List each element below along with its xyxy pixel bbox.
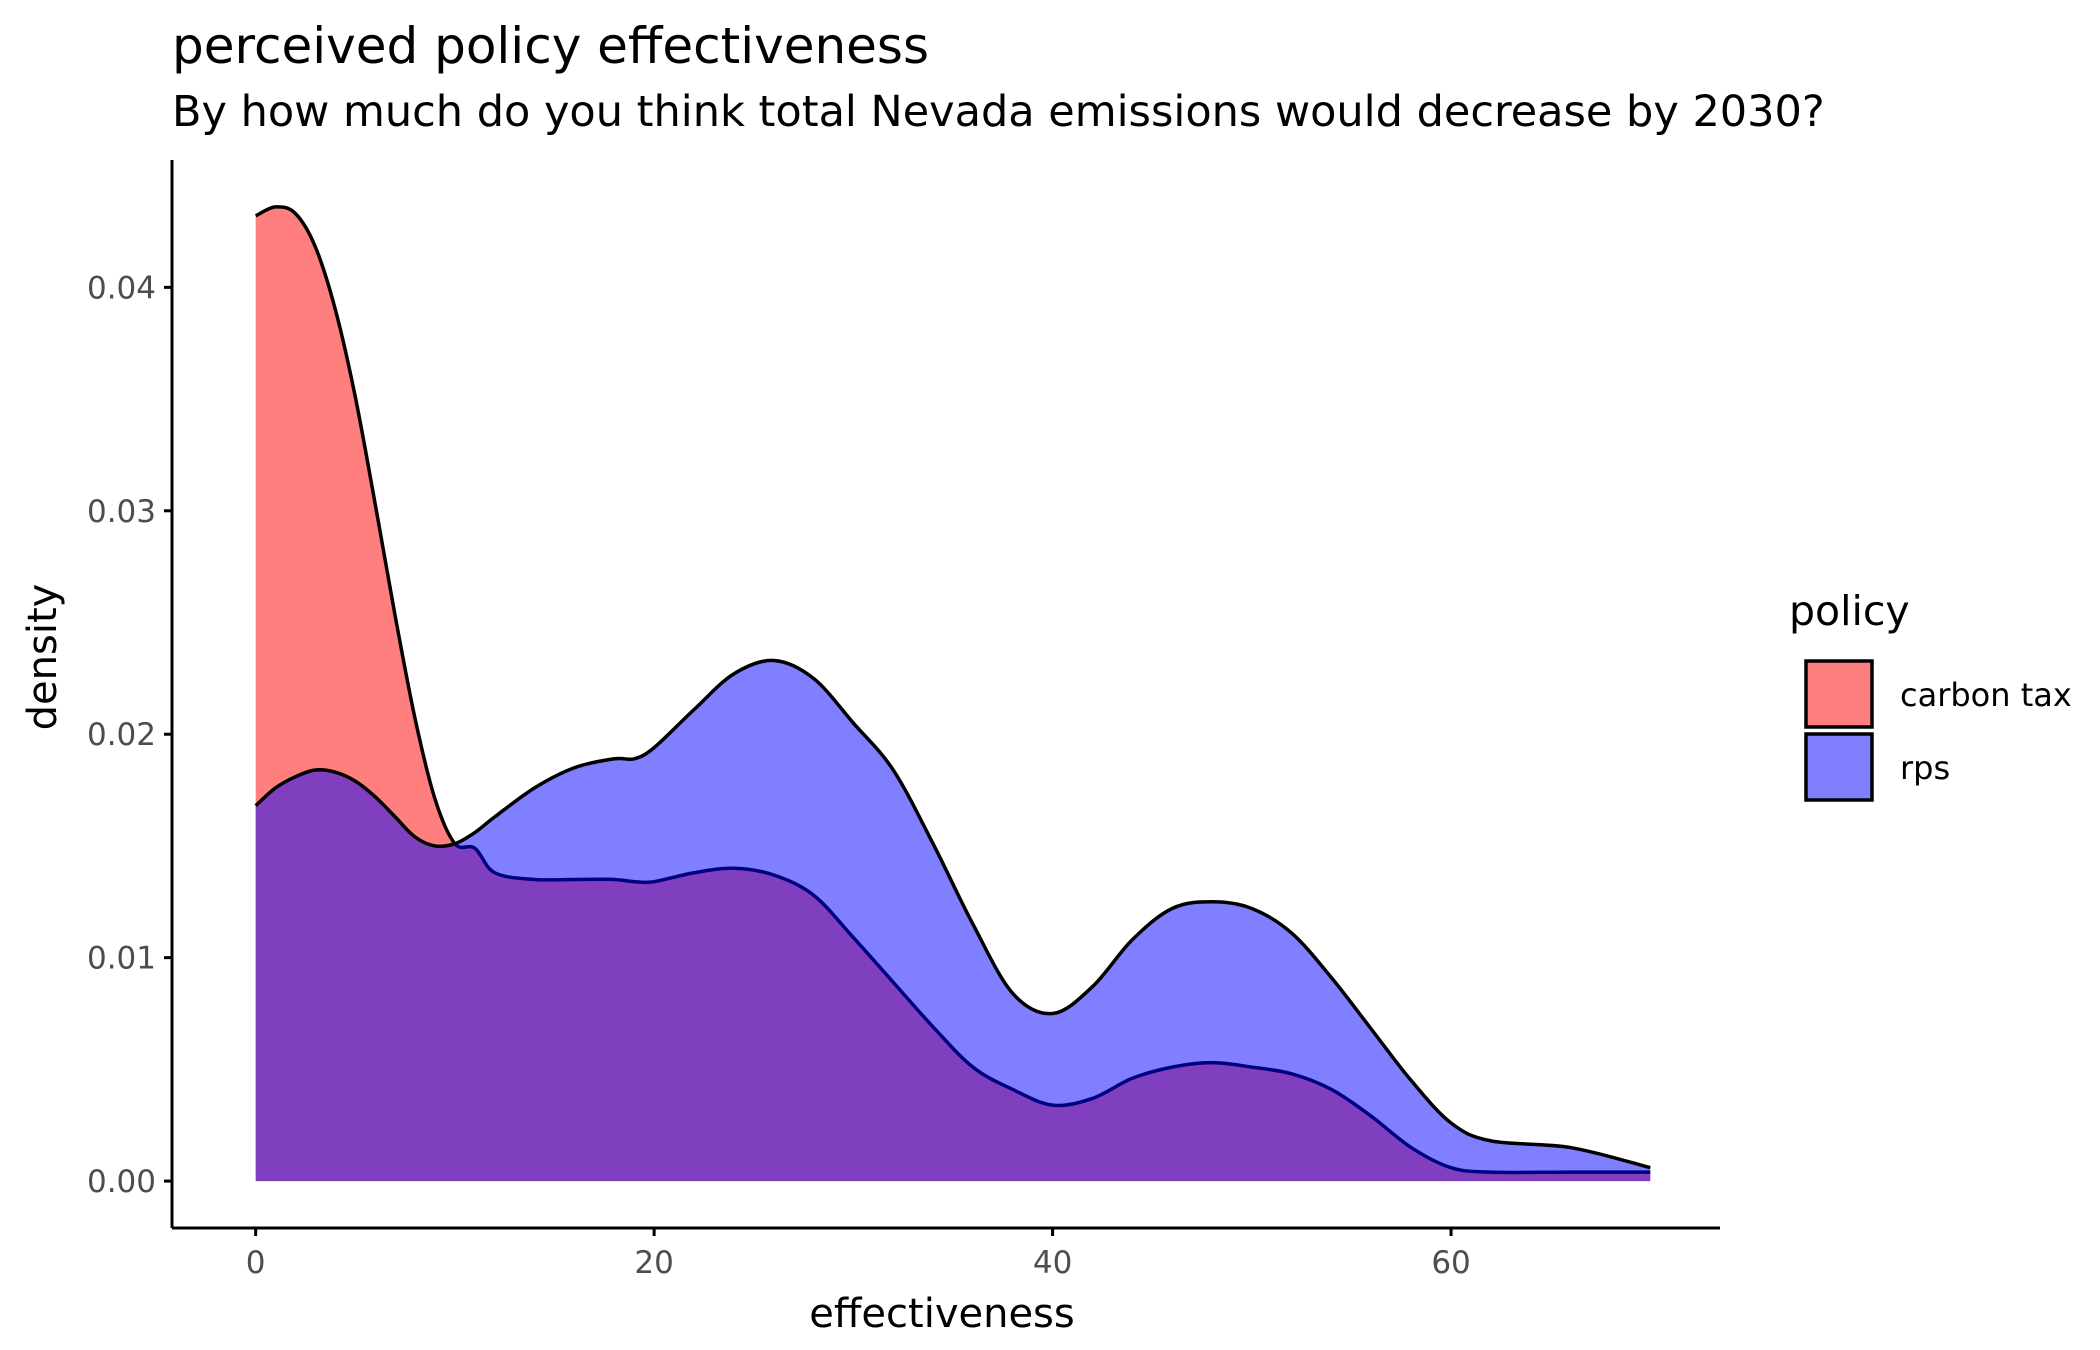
- legend-label-carbon-tax: carbon tax: [1900, 676, 2072, 714]
- y-tick-label: 0.01: [87, 941, 156, 977]
- legend-items: carbon tax rps: [1804, 659, 2072, 802]
- y-tick-label: 0.02: [87, 717, 156, 753]
- legend-title: policy: [1789, 587, 1910, 635]
- x-tick-label: 60: [1431, 1245, 1470, 1281]
- legend-key-carbon-tax: [1804, 659, 1874, 729]
- legend-label-rps: rps: [1900, 749, 1950, 787]
- y-tick-label: 0.00: [87, 1164, 156, 1200]
- chart-subtitle: By how much do you think total Nevada em…: [172, 87, 1825, 137]
- legend-key-rps: [1804, 732, 1874, 802]
- y-axis-title: density: [20, 584, 66, 731]
- x-tick-label: 20: [634, 1245, 673, 1281]
- chart-title: perceived policy effectiveness: [172, 17, 929, 75]
- density-layers: [254, 205, 1651, 1182]
- y-tick-label: 0.03: [87, 494, 156, 530]
- plot-area: 0.00 0.01 0.02 0.03 0.04 0 20 40 60: [87, 160, 1720, 1281]
- y-tick-label: 0.04: [87, 270, 156, 306]
- x-axis-title: effectiveness: [809, 1291, 1075, 1337]
- x-tick-label: 0: [246, 1245, 266, 1281]
- y-axis-ticks: 0.00 0.01 0.02 0.03 0.04: [87, 270, 172, 1200]
- density-line-rps: [254, 658, 1651, 1170]
- density-area-rps: [255, 660, 1651, 1182]
- legend: policy carbon tax rps: [1789, 587, 2072, 802]
- x-axis-ticks: 0 20 40 60: [246, 1228, 1471, 1281]
- x-tick-label: 40: [1033, 1245, 1072, 1281]
